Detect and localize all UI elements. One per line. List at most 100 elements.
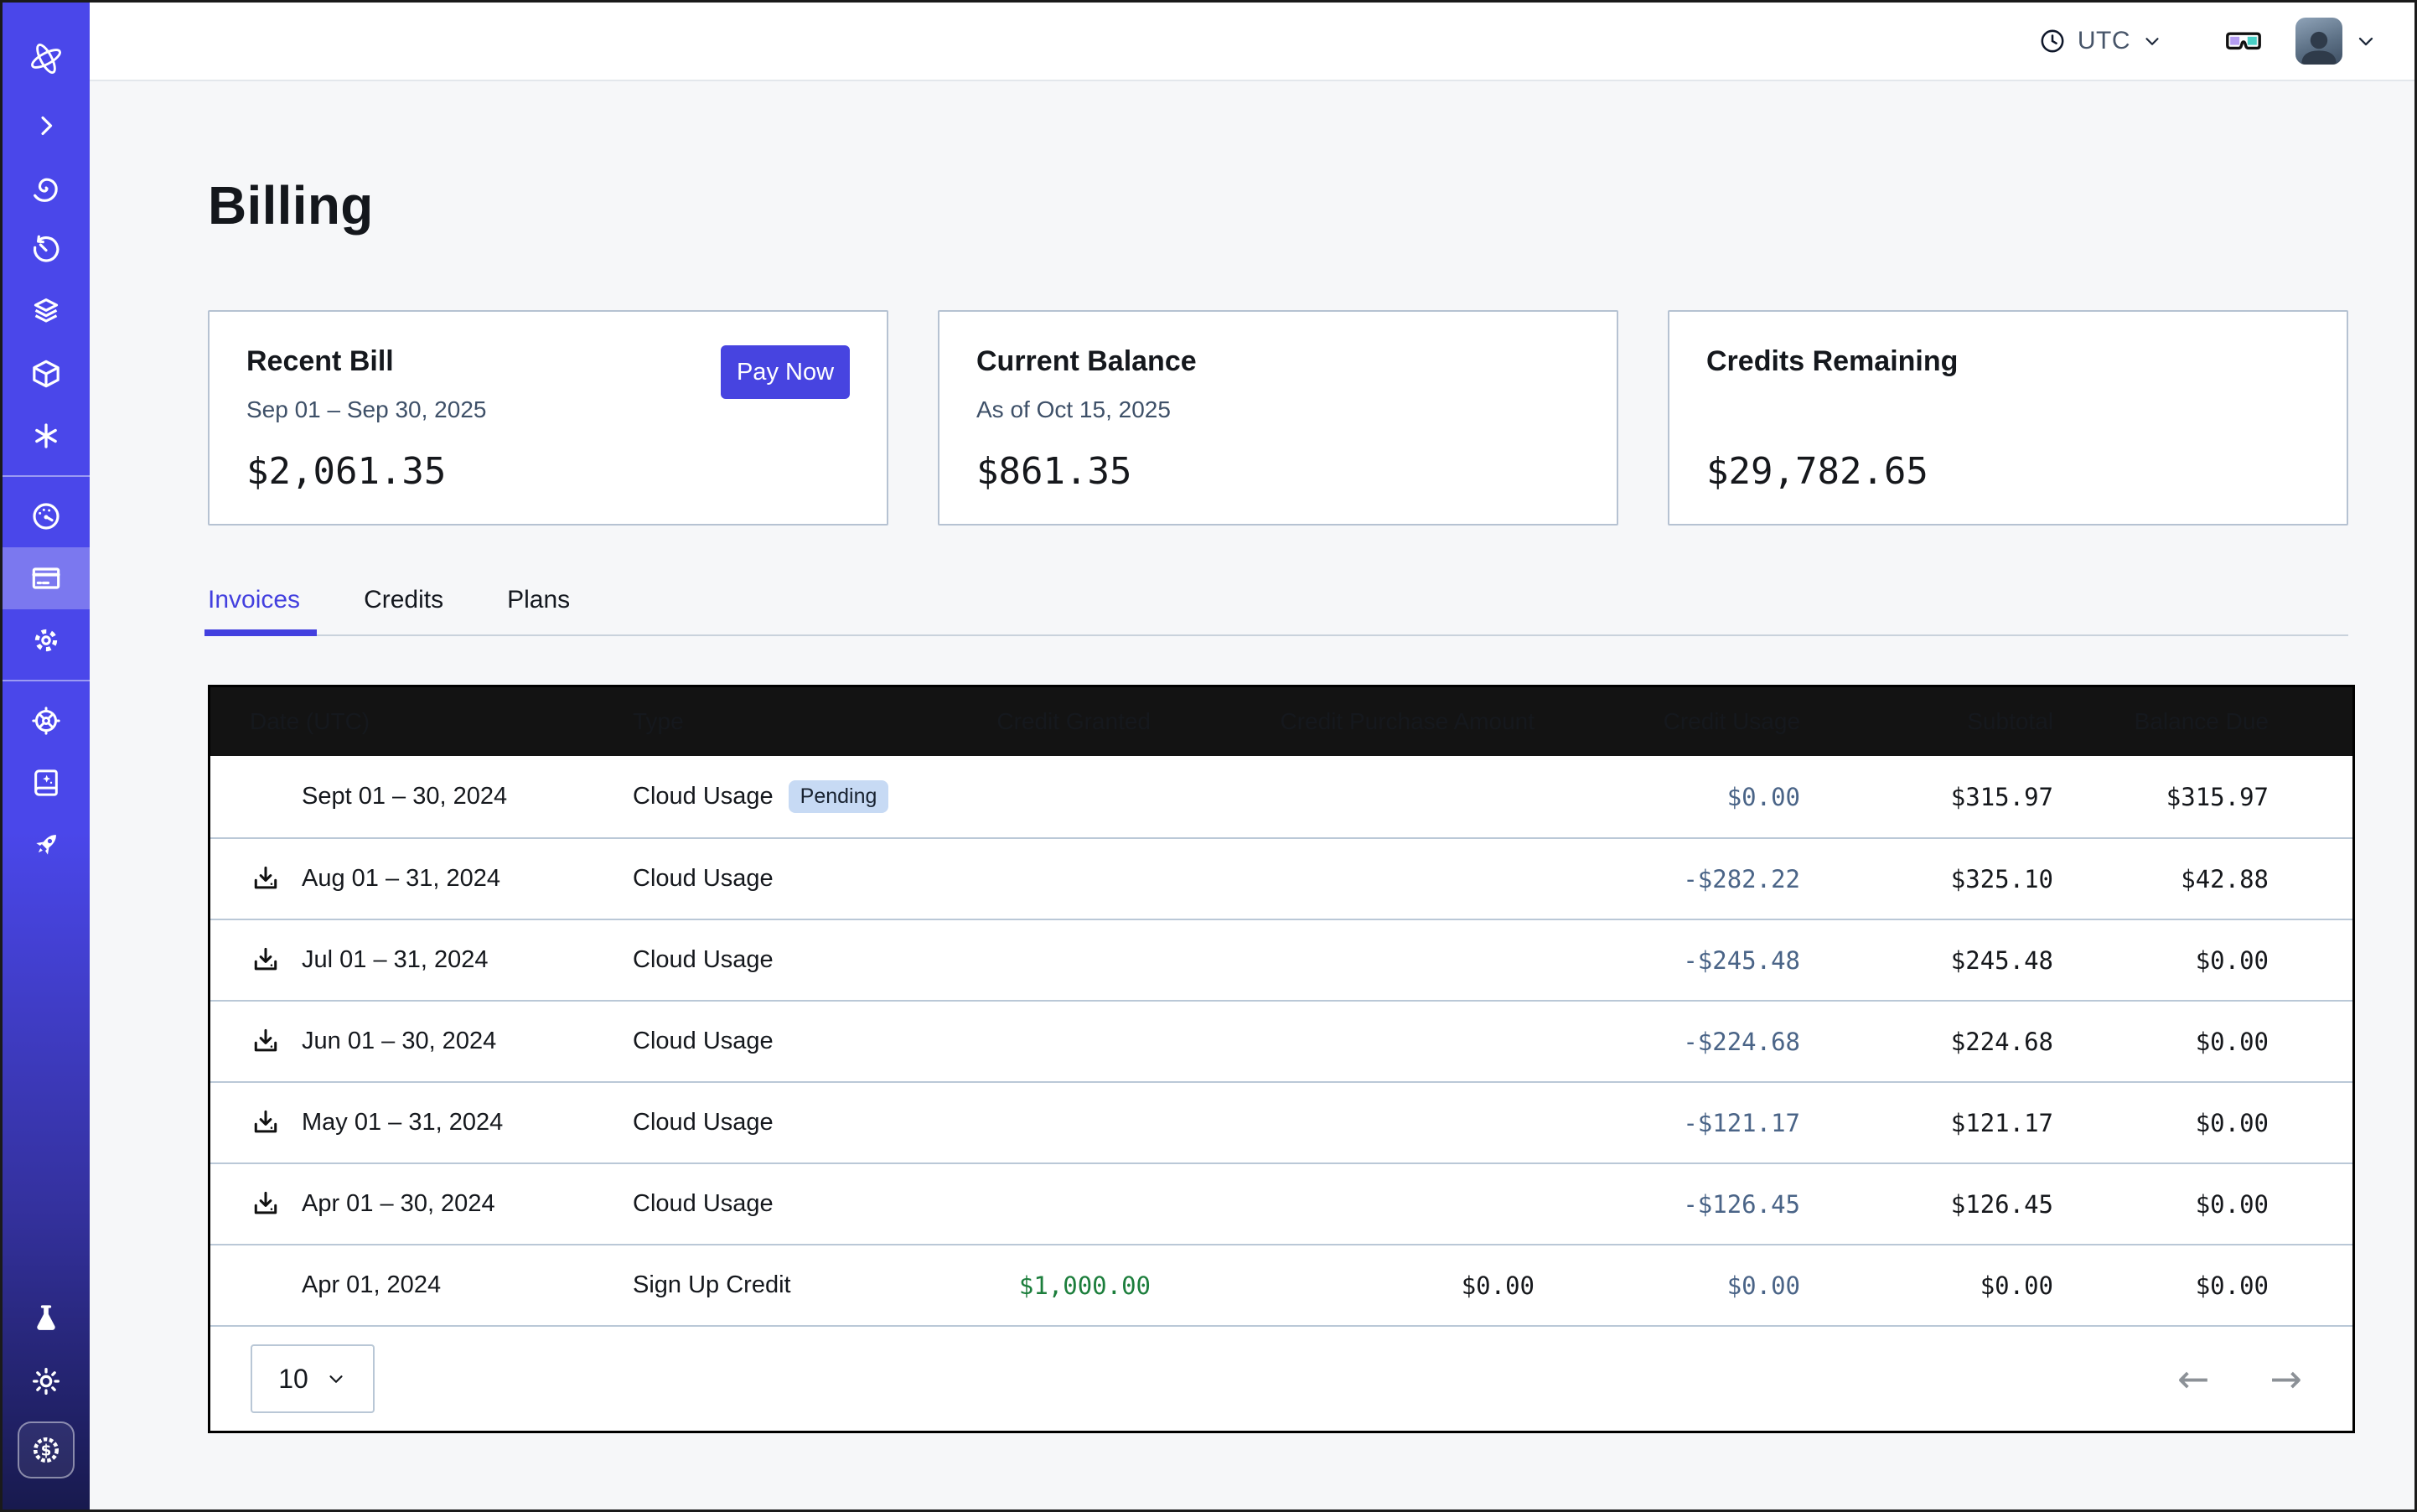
credit-usage-value: -$121.17 bbox=[1683, 1108, 1800, 1137]
subtotal-value: $0.00 bbox=[1980, 1271, 2053, 1300]
invoice-type-cell: Cloud Usage bbox=[633, 1164, 967, 1244]
credits-remaining-amount: $29,782.65 bbox=[1706, 450, 1928, 493]
sidebar-item-theme[interactable] bbox=[3, 1350, 90, 1412]
page-size-value: 10 bbox=[278, 1363, 308, 1394]
credit-usage-value: $0.00 bbox=[1726, 782, 1800, 811]
invoice-date-cell: Jun 01 – 30, 2024 bbox=[210, 1002, 633, 1081]
download-invoice-button[interactable] bbox=[250, 945, 302, 976]
billing-credit-card-icon bbox=[32, 567, 60, 589]
invoice-date: Apr 01, 2024 bbox=[302, 1271, 442, 1298]
chevron-down-icon bbox=[2145, 38, 2159, 45]
asterisk-icon bbox=[35, 423, 57, 448]
recent-bill-amount: $2,061.35 bbox=[246, 450, 447, 493]
previous-page-button[interactable]: ← bbox=[2176, 1356, 2210, 1401]
sidebar-item-asterisk[interactable] bbox=[3, 405, 90, 467]
balance-due-value: $42.88 bbox=[2181, 864, 2269, 893]
credit-purchase-value bbox=[1201, 920, 1585, 1000]
credit-usage-value: -$126.45 bbox=[1683, 1189, 1800, 1219]
download-invoice-button[interactable] bbox=[250, 1026, 302, 1058]
sidebar-item-get-started[interactable] bbox=[3, 814, 90, 876]
sidebar-item-docs[interactable] bbox=[3, 752, 90, 814]
labs-flask-icon bbox=[37, 1305, 55, 1330]
credit-granted-value bbox=[967, 756, 1201, 837]
sidebar-divider bbox=[3, 475, 90, 477]
sidebar-item-billing[interactable] bbox=[3, 547, 90, 609]
download-invoice-button[interactable] bbox=[250, 1188, 302, 1220]
download-invoice-button[interactable] bbox=[250, 1107, 302, 1139]
tab-invoices[interactable]: Invoices bbox=[204, 586, 318, 636]
invoice-date-cell: Apr 01 – 30, 2024 bbox=[210, 1164, 633, 1244]
invoices-table-header: Date (UTC) Type Credit Granted Credit Pu… bbox=[210, 687, 2352, 756]
invoice-date: Jul 01 – 31, 2024 bbox=[302, 946, 489, 973]
download-icon bbox=[254, 1191, 277, 1214]
invoice-row: Aug 01 – 31, 2024 Cloud Usage -$282.22 $… bbox=[210, 837, 2352, 919]
user-avatar[interactable] bbox=[2295, 18, 2342, 65]
pay-now-button[interactable]: Pay Now bbox=[721, 345, 850, 399]
account-menu-chevron-icon[interactable] bbox=[2354, 29, 2378, 53]
column-header-date: Date (UTC) bbox=[250, 708, 370, 734]
balance-due-value: $315.97 bbox=[2166, 782, 2269, 811]
sidebar-item-support[interactable] bbox=[3, 690, 90, 752]
invoice-date-cell: May 01 – 31, 2024 bbox=[210, 1083, 633, 1162]
sidebar-item-usage[interactable] bbox=[3, 485, 90, 547]
credit-usage-value: -$224.68 bbox=[1683, 1027, 1800, 1056]
sidebar-divider bbox=[3, 680, 90, 681]
card-subtitle bbox=[1706, 396, 2310, 425]
current-balance-amount: $861.35 bbox=[976, 450, 1132, 493]
download-icon bbox=[254, 1028, 277, 1051]
card-title: Current Balance bbox=[976, 345, 1197, 377]
sidebar-item-labs[interactable] bbox=[3, 1288, 90, 1350]
subtotal-value: $121.17 bbox=[1950, 1108, 2053, 1137]
chevron-right-icon bbox=[41, 116, 53, 136]
timezone-selector[interactable]: UTC bbox=[2038, 27, 2163, 55]
card-title: Recent Bill bbox=[246, 345, 394, 377]
invoice-date: Jun 01 – 30, 2024 bbox=[302, 1028, 497, 1054]
3d-glasses-icon bbox=[2226, 32, 2261, 50]
tab-plans[interactable]: Plans bbox=[507, 586, 575, 634]
orbit-logo-icon[interactable] bbox=[3, 23, 90, 95]
credits-dollar-badge-icon[interactable]: $ bbox=[18, 1421, 75, 1478]
card-subtitle: Sep 01 – Sep 30, 2025 bbox=[246, 396, 487, 422]
avatar-silhouette bbox=[2301, 31, 2337, 65]
invoice-row: Jun 01 – 30, 2024 Cloud Usage -$224.68 $… bbox=[210, 1000, 2352, 1081]
invoice-date: Apr 01 – 30, 2024 bbox=[302, 1190, 495, 1217]
credit-granted-value bbox=[967, 1002, 1201, 1081]
download-icon bbox=[254, 1110, 277, 1132]
status-badge: Pending bbox=[788, 779, 889, 814]
credit-usage-value: $0.00 bbox=[1726, 1271, 1800, 1300]
invoice-type-cell: Cloud Usage Pending bbox=[633, 756, 967, 837]
invoice-type-cell: Cloud Usage bbox=[633, 1083, 967, 1162]
credits-remaining-card: Credits Remaining $29,782.65 bbox=[1668, 310, 2348, 526]
invoice-date: Sept 01 – 30, 2024 bbox=[302, 783, 508, 810]
subtotal-value: $126.45 bbox=[1950, 1189, 2053, 1219]
download-invoice-button[interactable] bbox=[250, 863, 302, 895]
sidebar-item-layers[interactable] bbox=[3, 281, 90, 343]
reader-glasses-button[interactable] bbox=[2223, 24, 2264, 58]
sidebar-item-traces[interactable] bbox=[3, 157, 90, 219]
invoices-table: Date (UTC) Type Credit Granted Credit Pu… bbox=[208, 685, 2355, 1433]
sidebar-item-settings[interactable] bbox=[3, 609, 90, 671]
sidebar-item-cube[interactable] bbox=[3, 343, 90, 405]
invoice-type-cell: Cloud Usage bbox=[633, 1002, 967, 1081]
column-header-type: Type bbox=[633, 708, 684, 734]
svg-text:$: $ bbox=[41, 1442, 52, 1460]
page-title: Billing bbox=[208, 175, 374, 236]
sidebar-item-time-travel[interactable] bbox=[3, 219, 90, 281]
pager-arrows: ← → bbox=[2177, 1359, 2352, 1398]
sidebar-expand-button[interactable] bbox=[3, 95, 90, 157]
sidebar-item-credits[interactable]: $ bbox=[3, 1412, 90, 1488]
timezone-label: UTC bbox=[2077, 27, 2130, 54]
card-title: Credits Remaining bbox=[1706, 345, 1959, 377]
cube-icon bbox=[33, 360, 60, 388]
column-header-credit-granted: Credit Granted bbox=[996, 708, 1151, 734]
balance-due-value: $0.00 bbox=[2195, 1027, 2269, 1056]
page-size-select[interactable]: 10 bbox=[251, 1344, 375, 1413]
column-header-subtotal: Subtotal bbox=[1967, 708, 2053, 734]
topbar: UTC bbox=[90, 3, 2414, 81]
tab-credits[interactable]: Credits bbox=[364, 586, 448, 634]
time-travel-clock-icon bbox=[33, 235, 60, 262]
current-balance-card: Current Balance As of Oct 15, 2025 $861.… bbox=[938, 310, 1618, 526]
next-page-button[interactable]: → bbox=[2269, 1356, 2302, 1401]
balance-due-value: $0.00 bbox=[2195, 1108, 2269, 1137]
subtotal-value: $325.10 bbox=[1950, 864, 2053, 893]
